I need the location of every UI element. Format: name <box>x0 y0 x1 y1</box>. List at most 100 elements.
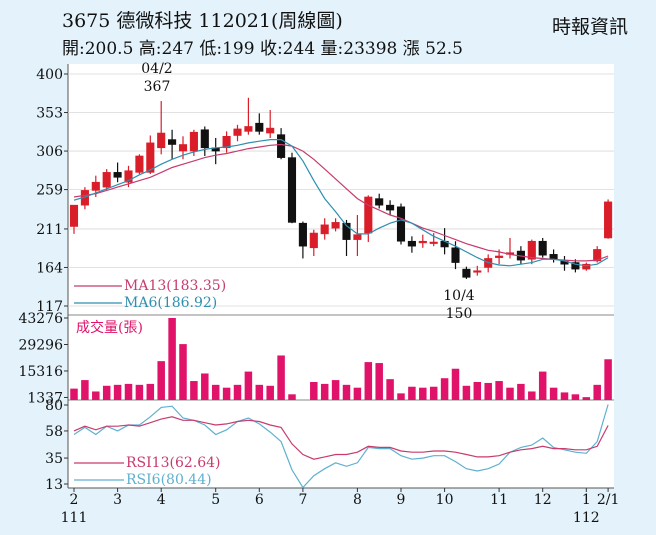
volume-bar <box>419 387 427 400</box>
rsi6-line <box>73 404 609 489</box>
x-tick-label: 9 <box>397 492 406 508</box>
candle-body <box>451 247 460 263</box>
candle-body <box>287 157 297 223</box>
price-tick-label: 117 <box>36 299 63 315</box>
volume-bar <box>538 371 547 400</box>
volume-tick-label: 1337 <box>27 390 63 406</box>
volume-bar <box>244 371 253 400</box>
volume-bar <box>560 392 569 400</box>
volume-bar <box>571 394 580 400</box>
ma6-line <box>73 139 609 267</box>
volume-bar <box>255 384 264 400</box>
price-summary: 開:200.5 高:247 低:199 收:244 量:23398 漲 52.5 <box>62 39 464 59</box>
volume-bar <box>386 379 394 400</box>
volume-bar <box>342 384 351 400</box>
volume-bar <box>462 385 471 400</box>
volume-bar <box>310 381 318 400</box>
volume-bar <box>473 381 482 400</box>
rsi-tick-label: 13 <box>45 477 63 493</box>
candle-body <box>582 263 591 270</box>
candle-body <box>168 139 177 145</box>
volume-bar <box>517 383 525 400</box>
volume-bar <box>266 385 274 400</box>
candle-body <box>266 127 275 134</box>
candle-body <box>298 222 307 247</box>
candle-body <box>244 126 253 132</box>
candle-body <box>331 222 340 229</box>
volume-bar <box>124 383 133 400</box>
candle-body <box>604 201 613 239</box>
volume-bar <box>429 386 438 400</box>
x-tick-label: 5 <box>211 492 220 508</box>
candle-body <box>320 224 329 235</box>
volume-tick-label: 29296 <box>18 337 63 353</box>
candle-body <box>375 198 384 206</box>
x-tick-label: 8 <box>353 492 362 508</box>
candle-body <box>407 240 416 247</box>
chart-title: 3675 德微科技 112021(周線圖) <box>62 10 343 32</box>
candle-body <box>222 136 231 149</box>
candle-body <box>113 172 122 178</box>
legend-rsi13: RSI13(62.64) <box>126 455 220 471</box>
volume-bar <box>484 382 492 400</box>
x-tick-label: 3 <box>113 492 122 508</box>
volume-bar <box>451 368 460 400</box>
x-tick-label: 11 <box>490 492 508 508</box>
volume-bar <box>331 380 340 400</box>
candle-body <box>538 240 547 256</box>
volume-bar <box>288 394 296 400</box>
volume-tick-label: 43276 <box>18 311 63 327</box>
volume-bar <box>102 385 111 400</box>
volume-bar <box>201 373 209 400</box>
volume-bar <box>440 378 449 400</box>
x-tick-label: 4 <box>157 492 166 508</box>
x-tick-label: 10 <box>436 492 454 508</box>
price-tick-label: 353 <box>36 106 63 122</box>
candle-body <box>462 268 471 278</box>
candle-body <box>135 155 144 173</box>
rsi-tick-label: 58 <box>45 424 63 440</box>
candle-body <box>342 222 351 240</box>
candle-body <box>396 206 406 242</box>
volume-bar <box>528 391 536 400</box>
volume-bar <box>135 384 144 400</box>
volume-bar <box>211 384 220 400</box>
volume-bar <box>604 359 612 400</box>
price-tick-label: 164 <box>36 260 63 276</box>
x-tick-label: 6 <box>255 492 264 508</box>
volume-bar <box>506 387 514 400</box>
rsi-panel <box>68 400 614 488</box>
price-tick-label: 211 <box>36 222 63 238</box>
candle-body <box>200 129 209 149</box>
volume-bar <box>70 388 78 400</box>
legend-ma13: MA13(183.35) <box>124 278 226 294</box>
volume-bar <box>190 381 198 400</box>
volume-bar <box>179 344 187 400</box>
low-annotation-value: 150 <box>446 306 473 322</box>
candle-body <box>495 255 504 258</box>
price-tick-label: 259 <box>36 183 63 199</box>
candle-body <box>124 170 133 183</box>
source-label: 時報資訊 <box>551 16 628 38</box>
volume-bar <box>353 387 362 400</box>
volume-bar <box>168 318 176 400</box>
candle-body <box>69 204 79 227</box>
volume-bar <box>582 397 591 400</box>
x-tick-label: 2 <box>70 492 79 508</box>
x-year-label: 112 <box>573 510 600 526</box>
x-tick-label: 2/1 <box>597 492 620 508</box>
volume-bar <box>157 361 165 400</box>
candle-body <box>233 128 242 136</box>
volume-bar <box>593 384 601 400</box>
volume-label: 成交量(張) <box>76 319 143 336</box>
volume-bar <box>549 387 558 400</box>
x-tick-label: 7 <box>298 492 307 508</box>
candle-body <box>309 232 318 249</box>
volume-bar <box>81 380 89 400</box>
candle-body <box>571 262 580 270</box>
volume-bar <box>375 363 383 400</box>
volume-bar <box>397 393 405 400</box>
ma13-line <box>73 143 609 262</box>
rsi13-line <box>73 416 609 460</box>
